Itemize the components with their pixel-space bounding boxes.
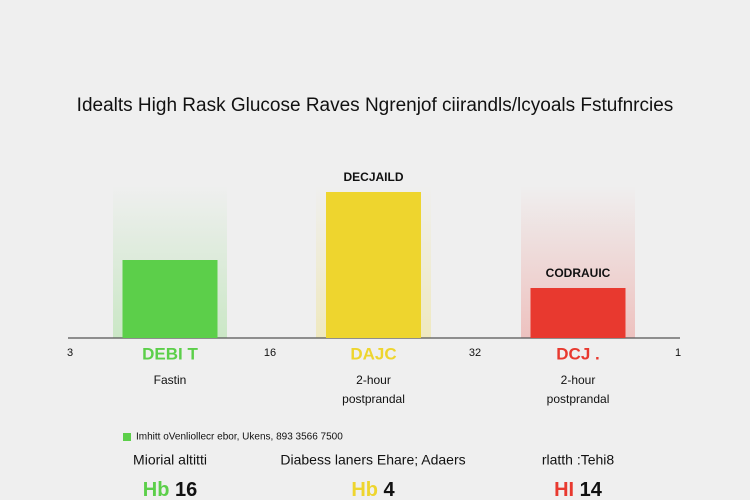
chart-title: Idealts High Rask Glucose Raves Ngrenjof…: [77, 95, 674, 116]
summary-prefix: Hb: [143, 479, 170, 500]
category-sublabel: Fastin: [154, 373, 187, 387]
summary-value: HI 14: [554, 479, 603, 500]
legend-text: Imhitt oVenliollecr ebor, Ukens, 893 356…: [136, 432, 343, 443]
summary-value: Hb 16: [143, 479, 197, 500]
category-label: DCJ .: [556, 344, 599, 363]
bar-label: DECJAILD: [343, 170, 403, 184]
sublabel-line: Fastin: [154, 373, 187, 387]
summary-prefix: HI: [554, 479, 574, 500]
summary-heading: Diabess laners Ehare; Adaers: [280, 452, 465, 468]
category-sublabel: 2-hour postprandal: [342, 373, 405, 406]
baseline-label: 1: [675, 347, 681, 359]
bar-label: CODRAUIC: [546, 266, 611, 280]
baseline-label: 16: [264, 347, 276, 359]
bar: [122, 260, 218, 338]
baseline-label: 32: [469, 347, 481, 359]
summary-number: 16: [175, 479, 197, 500]
sublabel-line: postprandal: [342, 392, 405, 406]
baseline-label: 3: [67, 347, 73, 359]
category-sublabel: 2-hour postprandal: [547, 373, 610, 406]
summary-prefix: Hb: [351, 479, 378, 500]
category-label: DAJC: [350, 344, 396, 363]
summary-heading: Miorial altitti: [133, 452, 207, 468]
category-label: DEBI T: [142, 344, 198, 363]
bar: [530, 288, 626, 338]
sublabel-line: 2-hour: [561, 373, 596, 387]
legend-swatch: [123, 433, 131, 441]
summary-number: 14: [580, 479, 603, 500]
summary-number: 4: [384, 479, 396, 500]
summary-value: Hb 4: [351, 479, 395, 500]
bar: [326, 192, 421, 338]
summary-heading: rlatth :Tehi8: [542, 452, 615, 468]
sublabel-line: 2-hour: [356, 373, 391, 387]
sublabel-line: postprandal: [547, 392, 610, 406]
